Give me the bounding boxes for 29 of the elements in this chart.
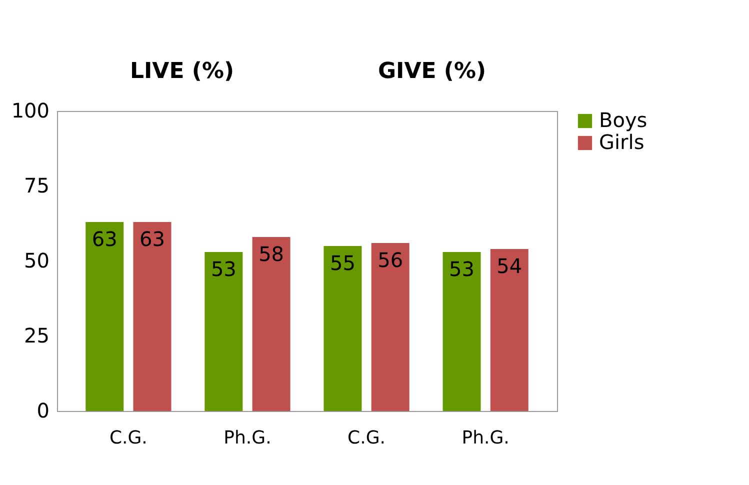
bar [442,252,481,411]
legend-label: Boys [599,108,648,132]
data-label: 63 [140,227,165,251]
y-tick-label: 50 [24,248,50,272]
bar [371,243,410,411]
data-label: 53 [210,257,236,281]
x-tick-label: C.G. [348,428,386,448]
data-label: 63 [92,227,118,251]
text: LIVE (%) [130,59,234,84]
bar [86,222,124,411]
x-tick-label: Ph.G. [224,428,272,448]
data-label: 55 [330,251,356,275]
y-tick-label: 100 [11,98,50,122]
data-label: 58 [258,242,284,266]
data-label: 53 [449,257,474,281]
data-label: 54 [496,254,522,278]
bar [133,222,172,411]
bar [204,252,243,411]
bar [490,249,528,411]
bar [324,246,362,411]
legend-label: Girls [599,130,644,154]
text: GIVE (%) [378,59,486,84]
bar [252,237,290,411]
y-tick-label: 0 [36,398,50,422]
y-tick-label: 75 [24,174,50,198]
y-tick-label: 25 [24,324,50,348]
data-label: 56 [378,248,404,272]
x-tick-label: Ph.G. [462,428,510,448]
x-tick-label: C.G. [109,428,148,448]
